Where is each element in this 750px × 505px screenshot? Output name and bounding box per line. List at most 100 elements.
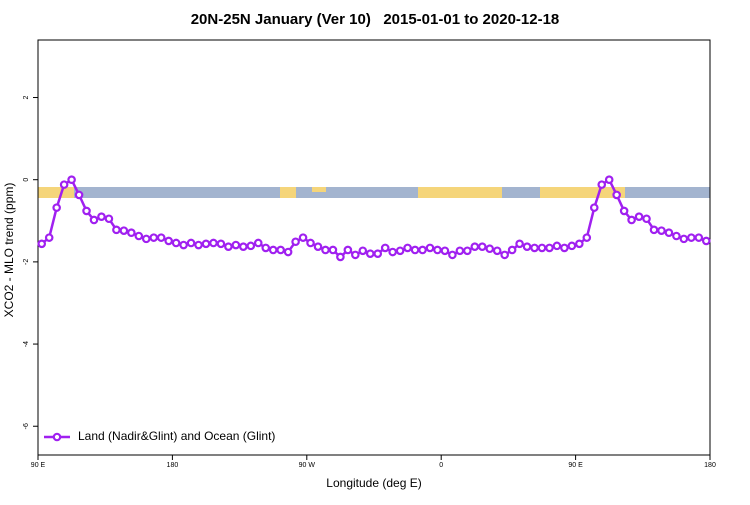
- data-point: [649, 225, 659, 235]
- data-point: [283, 247, 293, 257]
- data-point: [388, 247, 397, 257]
- x-tick-label: 90 E: [568, 462, 583, 469]
- data-point: [701, 236, 711, 246]
- data-point: [694, 233, 704, 242]
- data-point: [134, 231, 144, 241]
- data-point: [82, 206, 91, 216]
- data-point: [112, 225, 121, 235]
- x-tick-label: 180: [167, 462, 179, 469]
- data-point: [687, 233, 696, 242]
- data-point: [306, 238, 315, 248]
- data-point: [239, 242, 248, 251]
- y-axis-label: XCO2 - MLO trend (ppm): [2, 183, 16, 318]
- data-point: [141, 234, 151, 244]
- data-point: [515, 239, 524, 249]
- y-tick-label: 0: [23, 178, 30, 182]
- data-point: [634, 212, 644, 221]
- data-point: [37, 239, 47, 249]
- data-point: [380, 243, 390, 253]
- ocean-band: [38, 187, 710, 198]
- legend-label: Land (Nadir&Glint) and Ocean (Glint): [78, 429, 275, 443]
- data-point: [149, 233, 159, 242]
- data-point: [276, 245, 285, 255]
- data-point: [268, 245, 278, 255]
- x-tick-label: 180: [704, 462, 716, 469]
- data-point: [560, 243, 569, 253]
- data-point: [164, 236, 173, 246]
- data-point: [328, 245, 338, 255]
- chart-title: 20N-25N January (Ver 10) 2015-01-01 to 2…: [191, 11, 560, 28]
- data-point: [231, 240, 241, 250]
- data-point: [545, 243, 554, 253]
- y-tick-label: -6: [23, 423, 30, 429]
- data-point: [261, 243, 271, 253]
- land-patch: [280, 187, 296, 198]
- data-point: [403, 243, 412, 253]
- data-point: [433, 245, 442, 255]
- data-point: [448, 250, 457, 260]
- data-point: [246, 241, 256, 251]
- data-point: [186, 238, 196, 248]
- data-point: [575, 239, 584, 249]
- data-point: [97, 212, 106, 221]
- land-ocean-band: [38, 187, 710, 198]
- data-point: [336, 252, 345, 262]
- data-point: [179, 240, 188, 250]
- data-point: [664, 228, 674, 238]
- data-point: [395, 246, 405, 256]
- data-point: [209, 238, 218, 248]
- data-point: [440, 246, 450, 256]
- data-point: [321, 245, 330, 255]
- data-point: [52, 203, 61, 212]
- data-point: [171, 238, 181, 248]
- data-point: [567, 241, 577, 251]
- x-tick-label: 90 E: [31, 462, 46, 469]
- data-point: [44, 233, 54, 242]
- data-point: [127, 228, 136, 238]
- data-point: [194, 240, 203, 250]
- land-patch: [312, 187, 326, 192]
- data-point: [589, 203, 599, 212]
- data-point: [313, 242, 323, 251]
- data-point: [201, 239, 211, 249]
- land-patch: [418, 187, 502, 198]
- data-point: [522, 242, 532, 251]
- legend-marker: [52, 432, 62, 442]
- x-tick-label: 90 W: [299, 462, 316, 469]
- data-point: [530, 243, 539, 253]
- data-point: [582, 233, 592, 242]
- data-point: [358, 246, 368, 256]
- data-point: [224, 242, 233, 251]
- data-point: [679, 234, 689, 244]
- data-point: [418, 245, 427, 255]
- data-point: [485, 244, 495, 254]
- data-point: [67, 175, 76, 185]
- data-point: [619, 206, 629, 216]
- land-patch: [540, 187, 625, 198]
- data-point: [253, 238, 263, 248]
- data-point: [672, 231, 681, 241]
- data-point: [657, 226, 666, 235]
- land-patch: [38, 187, 74, 198]
- data-point: [552, 241, 562, 251]
- y-tick-label: 2: [23, 95, 30, 99]
- data-point: [410, 245, 420, 255]
- data-point: [89, 215, 99, 225]
- y-tick-label: -4: [23, 341, 30, 347]
- data-point: [463, 246, 472, 256]
- data-point: [537, 243, 547, 253]
- x-axis-label: Longitude (deg E): [326, 476, 421, 490]
- data-point: [156, 233, 166, 242]
- x-tick-label: 0: [439, 462, 443, 469]
- data-point: [500, 250, 509, 260]
- data-point: [477, 242, 487, 251]
- data-point: [365, 249, 375, 258]
- data-point: [612, 190, 621, 200]
- data-point: [351, 250, 360, 260]
- data-point: [492, 246, 502, 256]
- data-point: [425, 243, 435, 253]
- data-point: [298, 233, 308, 242]
- data-point: [470, 242, 480, 251]
